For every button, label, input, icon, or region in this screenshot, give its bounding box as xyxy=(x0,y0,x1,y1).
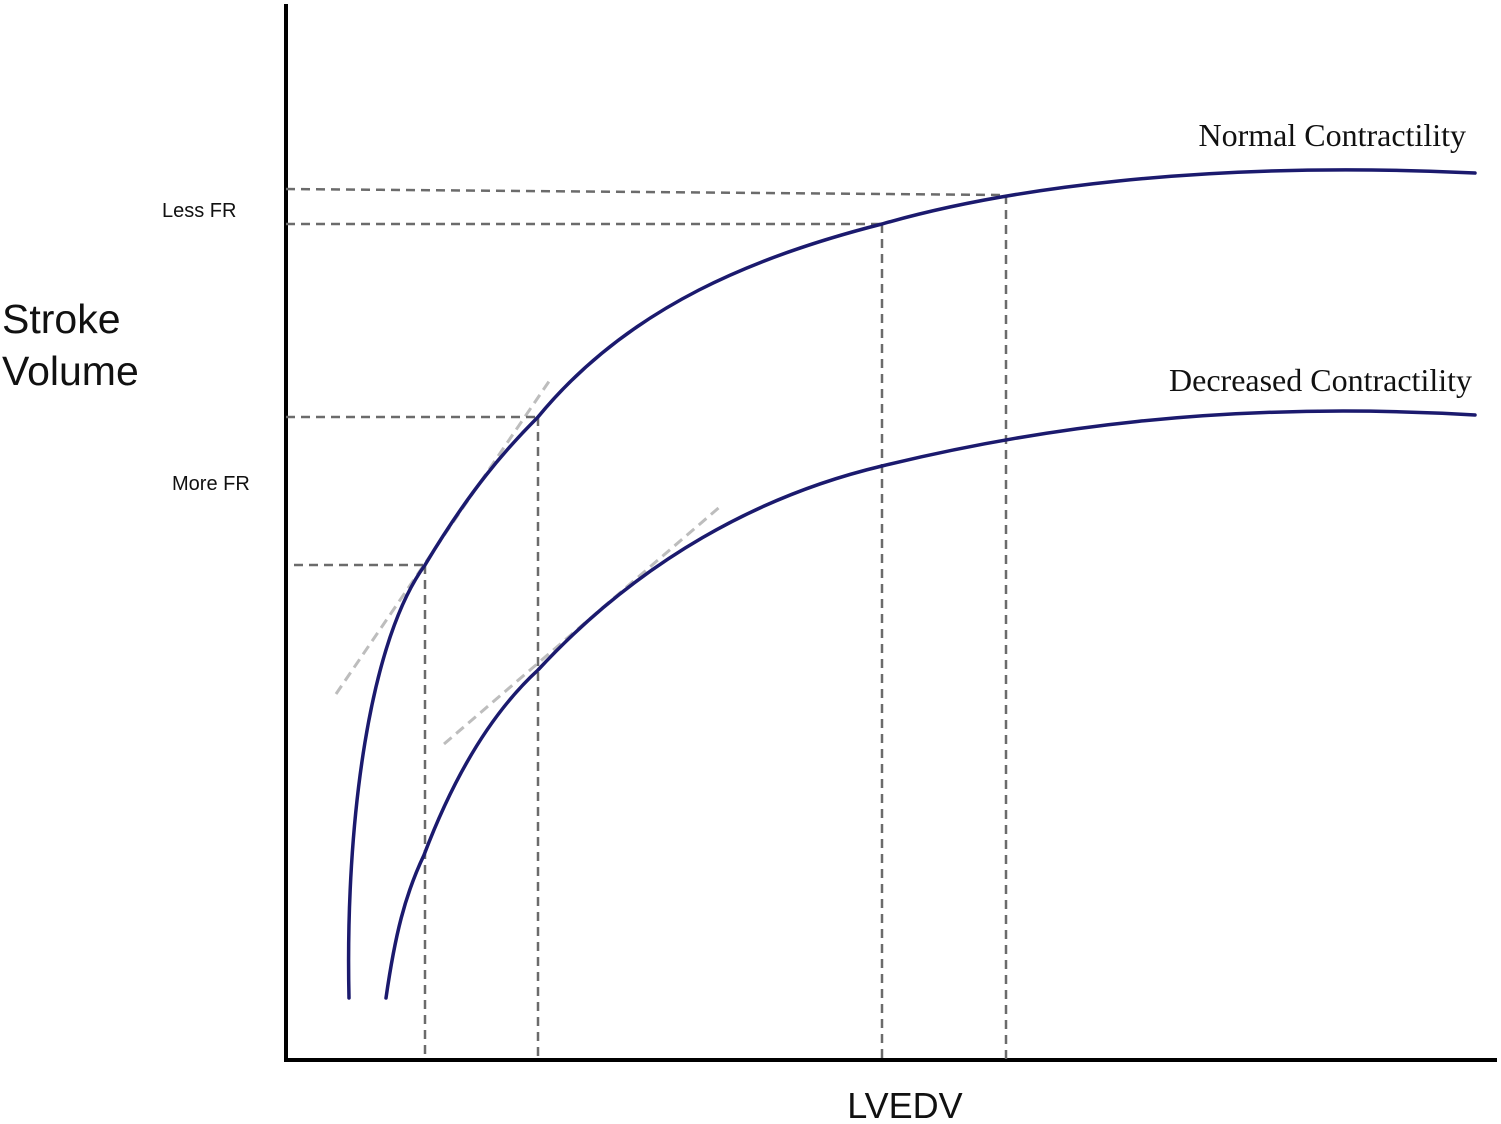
series-label-normal: Normal Contractility xyxy=(1199,117,1467,153)
normal-contractility-curve xyxy=(346,168,1477,1000)
y-axis-label-line-1: Stroke xyxy=(2,296,121,342)
less-fr-label: Less FR xyxy=(162,200,236,222)
guide-h-top xyxy=(285,187,1007,197)
decreased-contractility-curve xyxy=(384,409,1477,1000)
more-fr-label: More FR xyxy=(172,473,250,495)
series-label-decreased: Decreased Contractility xyxy=(1169,362,1472,398)
x-axis-label: LVEDV xyxy=(847,1085,962,1124)
y-axis-label-line-2: Volume xyxy=(2,348,139,394)
